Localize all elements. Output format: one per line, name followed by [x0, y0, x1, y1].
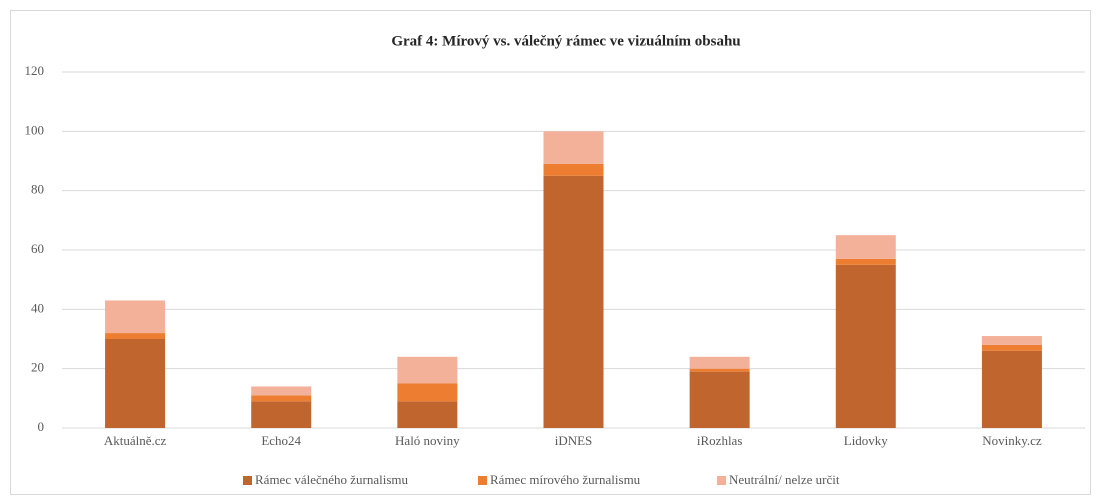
legend-swatch [243, 476, 252, 485]
bar-segment [835, 258, 896, 265]
bar-segment [251, 386, 312, 396]
chart-title: Graf 4: Mírový vs. válečný rámec ve vizu… [391, 33, 740, 49]
bar-segment [981, 350, 1042, 428]
y-tick-label: 60 [31, 241, 44, 256]
x-tick-label: Haló noviny [395, 433, 460, 448]
bar-segment [251, 401, 312, 428]
bar-segment [105, 300, 166, 334]
y-tick-label: 120 [25, 63, 45, 78]
legend-label: Rámec válečného žurnalismu [255, 472, 409, 487]
x-tick-label: iRozhlas [697, 433, 743, 448]
y-tick-label: 100 [25, 122, 45, 137]
bar-segment [981, 336, 1042, 345]
bar-segment [689, 371, 750, 428]
bar-segment [397, 383, 458, 402]
bar-segment [105, 333, 166, 339]
legend-swatch [717, 476, 726, 485]
bar-segment [543, 163, 604, 176]
bar-segment [397, 356, 458, 384]
legend-label: Neutrální/ nelze určit [729, 472, 840, 487]
bar-segment [543, 175, 604, 428]
legend-label: Rámec mírového žurnalismu [490, 472, 641, 487]
bar-segment [105, 339, 166, 428]
x-tick-label: Lidovky [844, 433, 889, 448]
bar-segment [397, 401, 458, 428]
x-tick-label: Aktuálně.cz [104, 433, 167, 448]
bar-segment [689, 356, 750, 369]
bar-segment [835, 264, 896, 428]
bar-segment [981, 344, 1042, 351]
y-tick-label: 80 [31, 182, 44, 197]
y-tick-label: 0 [38, 419, 45, 434]
x-tick-label: Novinky.cz [982, 433, 1042, 448]
bar-segment [689, 368, 750, 372]
bar-segment [251, 395, 312, 402]
x-tick-label: iDNES [555, 433, 593, 448]
legend-swatch [478, 476, 487, 485]
x-tick-label: Echo24 [261, 433, 301, 448]
y-tick-label: 20 [31, 360, 44, 375]
bar-segment [543, 131, 604, 164]
y-tick-label: 40 [31, 300, 44, 315]
bar-segment [835, 235, 896, 259]
